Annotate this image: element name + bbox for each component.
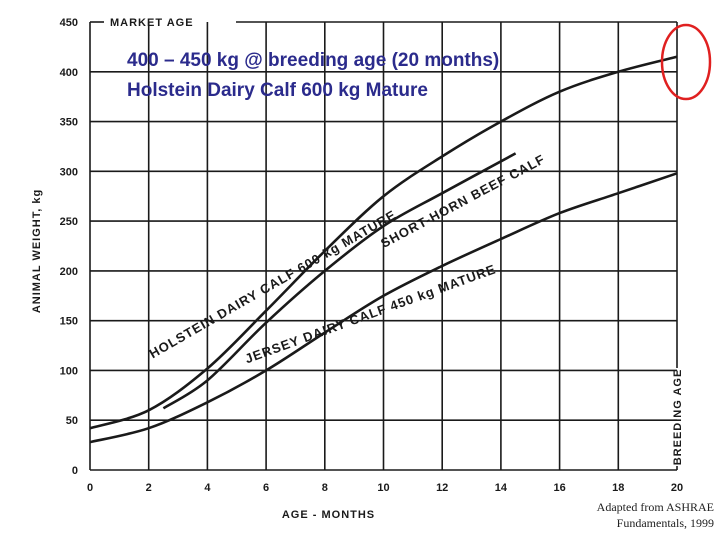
x-tick-label: 18 <box>612 482 624 494</box>
x-tick-label: 8 <box>322 482 328 494</box>
shorthorn-label: SHORT-HORN BEEF CALF <box>378 151 547 251</box>
y-tick-label: 300 <box>60 166 78 178</box>
shorthorn-curve <box>162 152 517 410</box>
series-lines <box>89 55 678 444</box>
y-tick-label: 250 <box>60 216 78 228</box>
x-tick-label: 10 <box>377 482 389 494</box>
y-tick-label: 150 <box>60 316 78 328</box>
y-tick-label: 50 <box>66 415 78 427</box>
y-tick-label: 200 <box>60 266 78 278</box>
y-tick-label: 400 <box>60 67 78 79</box>
x-tick-label: 20 <box>671 482 683 494</box>
grid <box>89 22 677 471</box>
x-axis-title: AGE - MONTHS <box>282 509 375 521</box>
y-axis-title: ANIMAL WEIGHT, kg <box>31 189 43 313</box>
x-tick-label: 6 <box>263 482 269 494</box>
x-tick-label: 14 <box>495 482 508 494</box>
highlight-circle <box>660 23 712 101</box>
x-tick-label: 4 <box>204 482 211 494</box>
x-tick-label: 2 <box>146 482 152 494</box>
reference-lines: MARKET AGE BREEDING AGE <box>90 17 684 470</box>
x-tick-label: 0 <box>87 482 93 494</box>
y-tick-label: 0 <box>72 465 78 477</box>
holstein-curve <box>89 55 678 430</box>
y-tick-label: 350 <box>60 117 78 129</box>
headline-line-1: 400 – 450 kg @ breeding age (20 months) <box>127 50 500 71</box>
credit-line-2: Fundamentals, 1999 <box>616 516 714 530</box>
headline-line-2: Holstein Dairy Calf 600 kg Mature <box>127 80 428 101</box>
holstein-label: HOLSTEIN DAIRY CALF 600 kg MATURE <box>147 207 399 361</box>
breeding-age-label: BREEDING AGE <box>672 369 684 466</box>
x-tick-label: 12 <box>436 482 448 494</box>
credit-line-1: Adapted from ASHRAE <box>596 500 714 514</box>
jersey-curve <box>89 172 678 444</box>
market-age-label: MARKET AGE <box>110 17 194 29</box>
y-tick-label: 100 <box>60 365 78 377</box>
axes: 0 2 4 6 8 10 12 14 16 18 2005010015020025030035040… <box>31 17 683 521</box>
y-tick-label: 450 <box>60 17 78 29</box>
x-tick-label: 16 <box>553 482 565 494</box>
